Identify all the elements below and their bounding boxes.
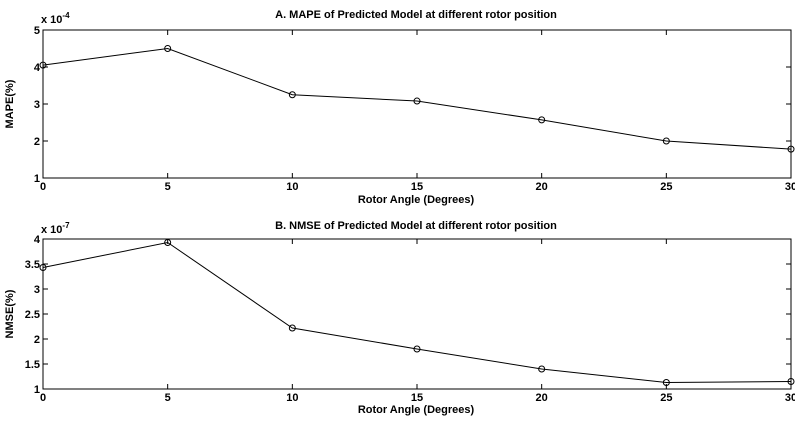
y-tick-label: 3 — [34, 284, 40, 296]
y-tick-label: 2 — [34, 136, 40, 148]
data-point — [288, 91, 296, 99]
markers-a — [39, 45, 795, 153]
chart-panel-b: B. NMSE of Predicted Model at different … — [4, 220, 795, 416]
data-point — [413, 97, 421, 105]
y-multiplier-label-a: x 10 — [41, 14, 62, 26]
x-tick-label: 20 — [536, 392, 548, 404]
x-tick-label: 25 — [660, 181, 672, 193]
series-line-b — [42, 241, 792, 384]
y-tick-label: 2 — [34, 334, 40, 346]
x-tick-label: 10 — [286, 392, 298, 404]
plot-frame-b — [42, 238, 792, 390]
y-tick-label: 1.5 — [25, 359, 40, 371]
x-tick-label: 30 — [785, 181, 795, 193]
x-tick-label: 5 — [165, 181, 171, 193]
x-tick-label: 5 — [165, 392, 171, 404]
y-tick-label: 4 — [34, 234, 41, 246]
x-axis-label-b: Rotor Angle (Degrees) — [358, 404, 475, 416]
y-multiplier-label-b: x 10 — [41, 224, 62, 236]
y-tick-label: 2.5 — [25, 309, 40, 321]
chart-panel-a: A. MAPE of Predicted Model at different … — [4, 9, 795, 206]
data-point — [787, 145, 795, 153]
y-multiplier-exponent-a: -4 — [62, 11, 70, 20]
data-point — [288, 324, 296, 332]
y-tick-label: 4 — [34, 62, 41, 74]
y-tick-label: 5 — [34, 25, 40, 37]
tick-group-a: 0 5 10 15 20 25 30 1 2 3 4 5 — [34, 25, 795, 193]
x-tick-label: 0 — [40, 392, 46, 404]
x-tick-label: 10 — [286, 181, 298, 193]
markers-b — [39, 239, 795, 386]
y-multiplier-b: x 10-7 — [41, 221, 70, 236]
data-point — [538, 116, 546, 124]
data-point — [538, 365, 546, 373]
chart-title-b: B. NMSE of Predicted Model at different … — [275, 220, 557, 232]
x-tick-label: 15 — [411, 181, 423, 193]
data-point — [662, 379, 670, 386]
data-point — [164, 45, 172, 52]
chart-title-a: A. MAPE of Predicted Model at different … — [275, 9, 557, 21]
data-point — [39, 264, 47, 271]
data-point — [413, 345, 421, 353]
x-tick-label: 0 — [40, 181, 46, 193]
y-tick-label: 1 — [34, 173, 40, 185]
data-point — [164, 239, 172, 246]
data-point — [662, 137, 670, 145]
y-axis-label-a: MAPE(%) — [4, 79, 16, 128]
x-axis-label-a: Rotor Angle (Degrees) — [358, 194, 475, 206]
data-point — [39, 61, 47, 69]
tick-group-b: 0 5 10 15 20 25 30 1 1.5 2 2.5 3 3.5 4 — [25, 234, 795, 404]
y-tick-label: 1 — [34, 384, 40, 396]
y-tick-label: 3.5 — [25, 259, 40, 271]
x-tick-label: 25 — [660, 392, 672, 404]
y-multiplier-a: x 10-4 — [41, 11, 70, 26]
x-tick-label: 30 — [785, 392, 795, 404]
y-axis-label-b: NMSE(%) — [4, 289, 16, 338]
series-line-a — [42, 47, 792, 150]
x-tick-label: 20 — [536, 181, 548, 193]
x-tick-label: 15 — [411, 392, 423, 404]
data-point — [787, 378, 795, 385]
y-multiplier-exponent-b: -7 — [62, 221, 70, 230]
y-tick-label: 3 — [34, 99, 40, 111]
